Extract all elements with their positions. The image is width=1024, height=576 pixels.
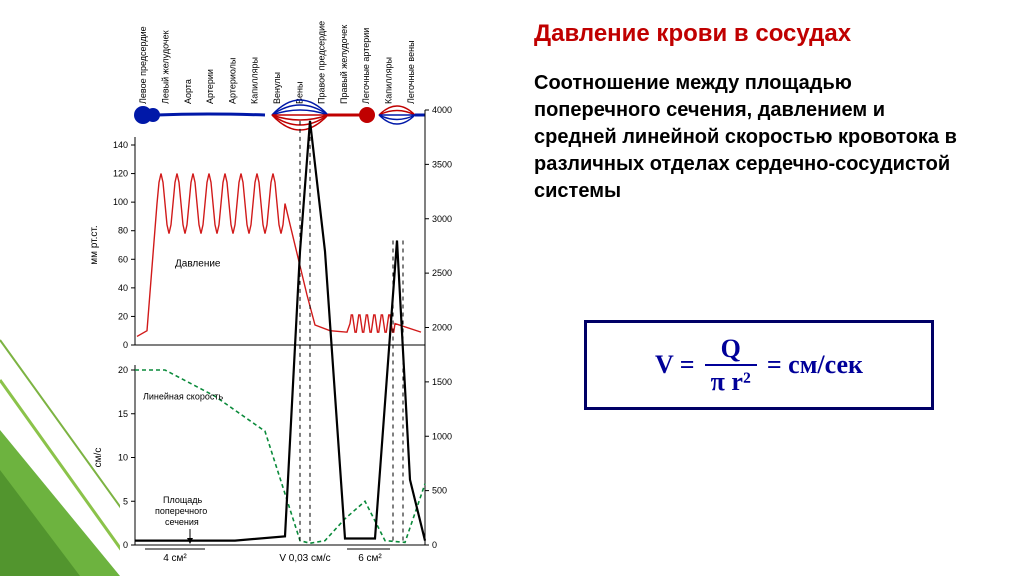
svg-text:3000: 3000 [432, 214, 452, 224]
svg-text:поперечного: поперечного [155, 506, 207, 516]
svg-text:Капилляры: Капилляры [250, 57, 260, 104]
svg-text:15: 15 [118, 409, 128, 419]
svg-text:V 0,03 см/с: V 0,03 см/с [279, 553, 330, 564]
formula-denominator: π r² [711, 366, 751, 395]
svg-text:120: 120 [113, 169, 128, 179]
svg-text:Артерии: Артерии [205, 69, 215, 104]
svg-text:Площадь: Площадь [163, 495, 202, 505]
svg-text:140: 140 [113, 140, 128, 150]
svg-text:10: 10 [118, 453, 128, 463]
svg-text:20: 20 [118, 311, 128, 321]
svg-text:Левое предсердие: Левое предсердие [138, 26, 148, 104]
svg-text:20: 20 [118, 365, 128, 375]
svg-text:40: 40 [118, 283, 128, 293]
svg-text:см/с: см/с [93, 448, 104, 468]
svg-text:4 см²: 4 см² [163, 553, 187, 564]
svg-text:Линейная скорость: Линейная скорость [143, 392, 223, 402]
subtitle: Соотношение между площадью поперечного с… [534, 70, 964, 205]
svg-text:Легочные артерии: Легочные артерии [361, 28, 371, 104]
svg-text:500: 500 [432, 486, 447, 496]
formula-rhs: = см/сек [767, 350, 863, 380]
svg-text:сечения: сечения [165, 517, 199, 527]
svg-text:4000: 4000 [432, 105, 452, 115]
svg-text:Капилляры: Капилляры [384, 57, 394, 104]
svg-text:0: 0 [123, 540, 128, 550]
svg-text:Давление: Давление [175, 258, 221, 269]
svg-text:Левый желудочек: Левый желудочек [160, 30, 170, 104]
slide: Давление крови в сосудах Соотношение меж… [0, 0, 1024, 576]
svg-text:2000: 2000 [432, 323, 452, 333]
svg-text:0: 0 [123, 340, 128, 350]
svg-text:60: 60 [118, 254, 128, 264]
svg-text:5: 5 [123, 496, 128, 506]
svg-text:100: 100 [113, 197, 128, 207]
svg-text:Венулы: Венулы [272, 72, 282, 104]
svg-text:Аорта: Аорта [183, 79, 193, 104]
svg-text:0: 0 [432, 540, 437, 550]
svg-text:6 см²: 6 см² [358, 553, 382, 564]
svg-text:Легочные вены: Легочные вены [406, 40, 416, 104]
svg-text:80: 80 [118, 226, 128, 236]
svg-text:Правое предсердие: Правое предсердие [317, 21, 327, 104]
formula-numerator: Q [705, 335, 757, 366]
svg-text:3500: 3500 [432, 159, 452, 169]
svg-text:мм рт.ст.: мм рт.ст. [89, 225, 100, 264]
svg-text:2500: 2500 [432, 268, 452, 278]
svg-text:Артериолы: Артериолы [227, 58, 237, 104]
formula-lhs: V = [655, 350, 695, 380]
formula-fraction: Q π r² [705, 335, 757, 396]
formula-box: V = Q π r² = см/сек [584, 320, 934, 410]
svg-text:1000: 1000 [432, 431, 452, 441]
svg-text:Правый желудочек: Правый желудочек [339, 25, 349, 104]
page-title: Давление крови в сосудах [534, 20, 954, 48]
blood-pressure-chart: Левое предсердие Левый желудочек Аорта Арте… [70, 10, 490, 565]
svg-text:1500: 1500 [432, 377, 452, 387]
